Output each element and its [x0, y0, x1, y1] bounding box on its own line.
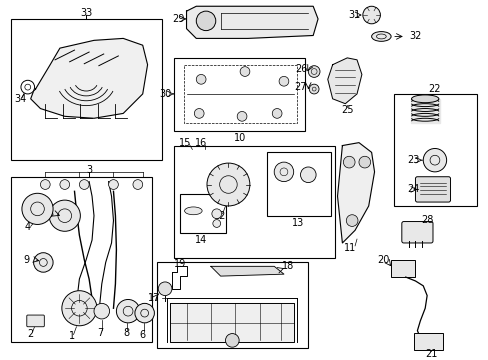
Circle shape [49, 200, 80, 231]
Text: 18: 18 [281, 261, 293, 271]
FancyBboxPatch shape [415, 177, 449, 202]
Text: 3: 3 [86, 165, 92, 175]
Circle shape [79, 180, 89, 189]
Circle shape [272, 109, 282, 118]
Bar [413, 333, 442, 350]
Circle shape [135, 303, 154, 323]
Text: 28: 28 [420, 215, 432, 225]
Circle shape [343, 156, 354, 168]
Circle shape [206, 163, 249, 206]
Circle shape [279, 76, 288, 86]
Text: 7: 7 [97, 328, 103, 338]
Text: 11: 11 [344, 243, 356, 253]
FancyBboxPatch shape [27, 315, 44, 327]
Text: 32: 32 [408, 31, 421, 41]
Text: 6: 6 [140, 329, 145, 339]
Text: 27: 27 [294, 82, 306, 92]
Circle shape [308, 84, 318, 94]
Text: 23: 23 [407, 155, 419, 165]
Circle shape [41, 180, 50, 189]
Bar [174, 145, 334, 258]
Ellipse shape [411, 95, 438, 103]
Circle shape [196, 11, 215, 31]
Text: 26: 26 [295, 64, 307, 73]
Text: 22: 22 [428, 84, 440, 94]
Text: 1: 1 [68, 330, 75, 341]
Text: 2: 2 [27, 329, 34, 338]
Text: 15: 15 [179, 138, 191, 148]
Text: 24: 24 [407, 184, 419, 194]
Circle shape [21, 80, 35, 94]
Ellipse shape [184, 207, 202, 215]
Text: 17: 17 [148, 293, 160, 303]
Bar [11, 177, 152, 342]
Circle shape [194, 109, 203, 118]
Text: 33: 33 [80, 8, 92, 18]
Polygon shape [410, 99, 439, 123]
Circle shape [212, 220, 220, 228]
Text: 34: 34 [14, 94, 26, 104]
Circle shape [108, 180, 118, 189]
Circle shape [423, 148, 446, 172]
Text: 13: 13 [292, 219, 304, 229]
Text: 19: 19 [173, 260, 185, 269]
Circle shape [61, 291, 97, 326]
Text: 21: 21 [424, 349, 436, 359]
Circle shape [307, 66, 319, 77]
Text: 10: 10 [234, 133, 246, 143]
Ellipse shape [371, 32, 390, 41]
Circle shape [34, 253, 53, 272]
Bar [393, 94, 476, 206]
Text: 12: 12 [214, 211, 226, 221]
Circle shape [158, 282, 172, 296]
Text: 9: 9 [24, 255, 30, 265]
Text: 29: 29 [172, 14, 184, 24]
Bar [180, 194, 226, 233]
Circle shape [346, 215, 357, 226]
Text: 16: 16 [195, 138, 207, 148]
Polygon shape [337, 143, 374, 243]
Circle shape [274, 162, 293, 181]
Text: 31: 31 [347, 10, 360, 20]
Circle shape [94, 303, 109, 319]
Circle shape [211, 209, 221, 219]
Polygon shape [31, 39, 147, 118]
Bar [267, 152, 330, 216]
Circle shape [196, 75, 205, 84]
Circle shape [225, 334, 239, 347]
Circle shape [300, 167, 315, 183]
Bar [390, 260, 415, 277]
Polygon shape [170, 303, 293, 342]
Circle shape [358, 156, 370, 168]
Circle shape [60, 180, 69, 189]
Text: 20: 20 [376, 255, 389, 265]
Bar [157, 262, 307, 348]
FancyBboxPatch shape [401, 221, 432, 243]
Circle shape [240, 67, 249, 76]
Polygon shape [327, 58, 361, 104]
Polygon shape [186, 6, 317, 39]
Text: 5: 5 [47, 209, 53, 219]
Circle shape [362, 6, 380, 24]
Bar [174, 58, 305, 131]
Text: 30: 30 [159, 89, 171, 99]
Bar [11, 19, 162, 160]
Circle shape [22, 193, 53, 225]
Text: 4: 4 [25, 222, 31, 233]
Text: 25: 25 [340, 105, 353, 116]
Circle shape [133, 180, 142, 189]
Circle shape [237, 112, 246, 121]
Polygon shape [210, 266, 284, 276]
Text: 8: 8 [123, 328, 129, 338]
Circle shape [116, 300, 140, 323]
Text: 14: 14 [195, 235, 207, 245]
